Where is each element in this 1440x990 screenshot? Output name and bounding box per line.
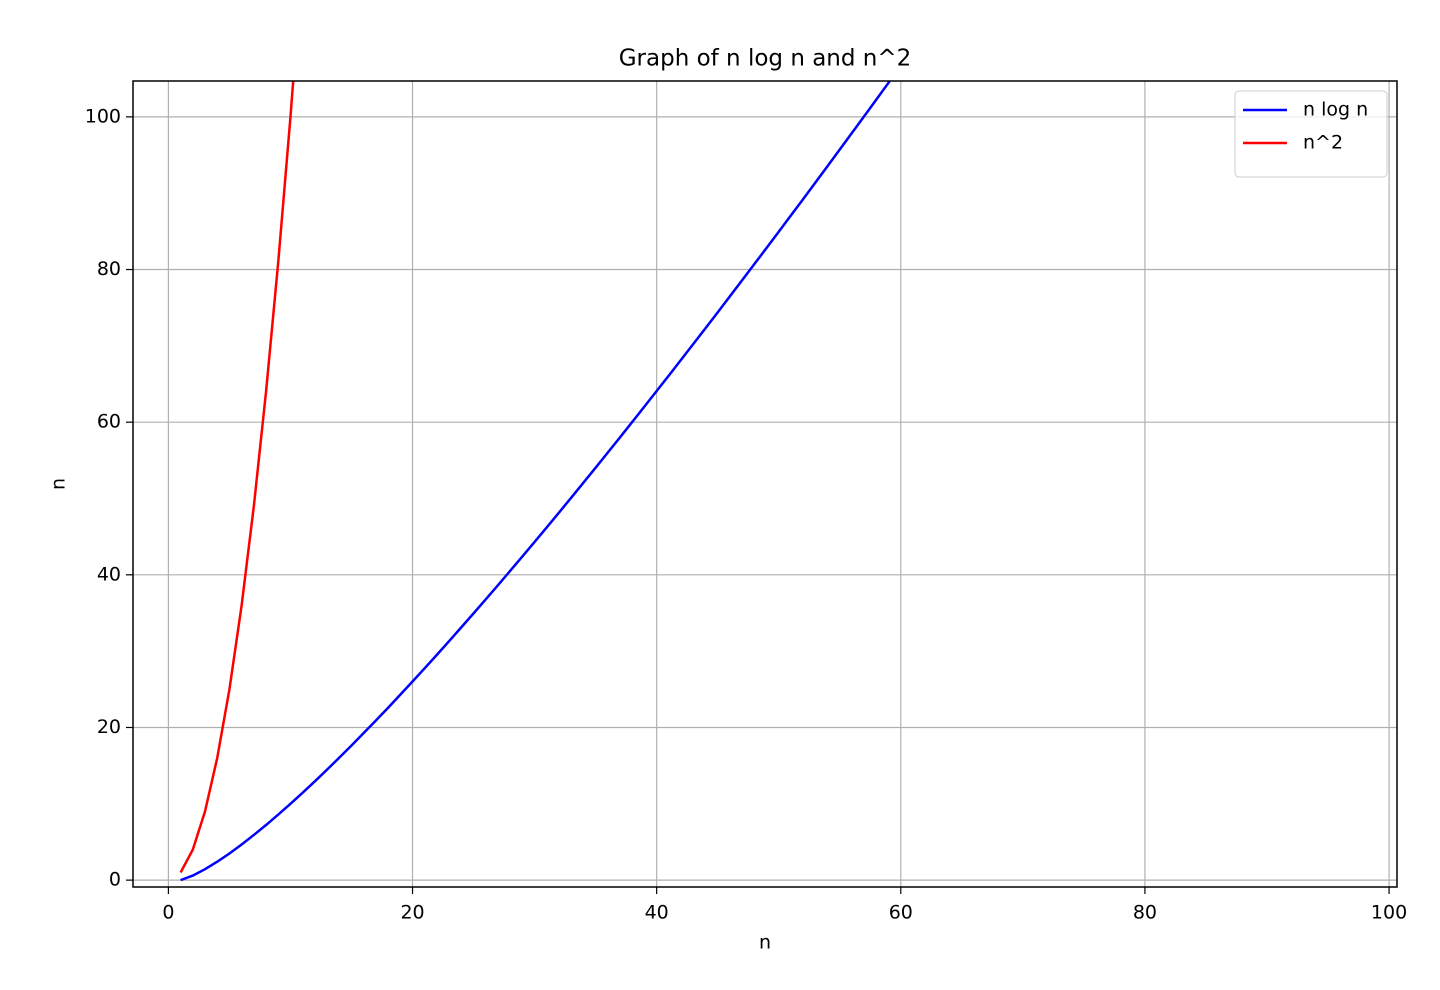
x-axis-label: n <box>759 932 771 954</box>
x-tick-label: 60 <box>889 902 913 924</box>
grid <box>133 81 1397 887</box>
chart-title: Graph of n log n and n^2 <box>619 46 912 72</box>
series-line <box>180 81 892 882</box>
legend-label: n log n <box>1303 99 1368 121</box>
legend-box <box>1234 90 1388 178</box>
x-tick-label: 40 <box>645 902 669 924</box>
x-tick-label: 100 <box>1371 902 1407 924</box>
x-tick-label: 80 <box>1133 902 1157 924</box>
y-tick-label: 80 <box>97 258 121 280</box>
y-axis-label: n <box>48 478 70 490</box>
y-tick-label: 60 <box>97 411 121 433</box>
y-tick-label: 100 <box>85 105 121 127</box>
series-line <box>179 81 295 874</box>
x-tick-label: 0 <box>162 902 174 924</box>
x-tick-label: 20 <box>400 902 424 924</box>
legend-label: n^2 <box>1303 132 1343 154</box>
y-tick-label: 40 <box>97 563 121 585</box>
y-tick-label: 20 <box>97 716 121 738</box>
legend: n log n n^2 <box>1234 90 1388 178</box>
plot-lines <box>179 81 892 882</box>
y-tick-label: 0 <box>109 869 121 891</box>
plot-frame <box>132 80 1398 888</box>
